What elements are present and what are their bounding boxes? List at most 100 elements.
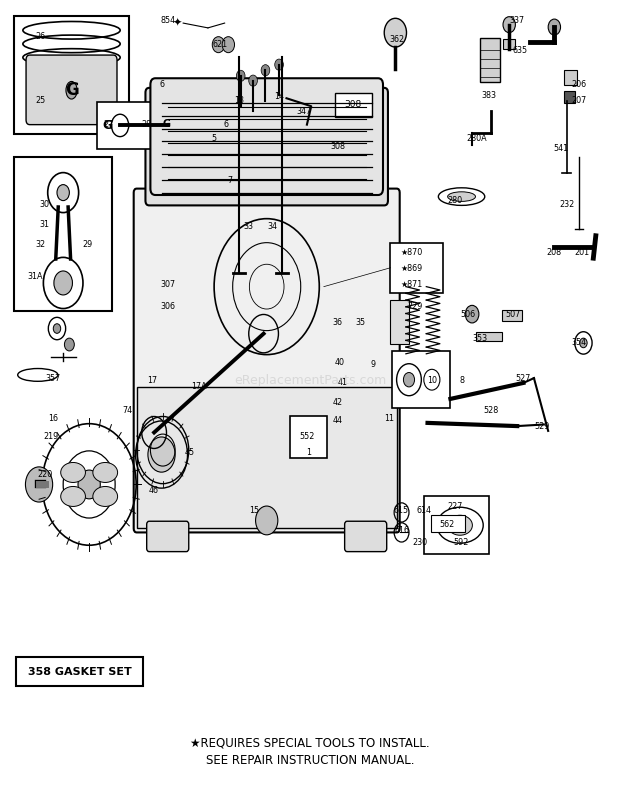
- Text: 527: 527: [516, 373, 531, 383]
- Text: 280A: 280A: [467, 134, 487, 143]
- Text: 337: 337: [510, 16, 525, 25]
- Text: 34: 34: [268, 222, 278, 231]
- Text: 33: 33: [243, 222, 253, 231]
- Text: 6: 6: [224, 120, 229, 129]
- Text: 280: 280: [448, 196, 463, 205]
- Circle shape: [64, 338, 74, 351]
- Text: eReplacementParts.com: eReplacementParts.com: [234, 374, 386, 387]
- Circle shape: [384, 18, 407, 47]
- Text: 7: 7: [227, 176, 232, 185]
- FancyBboxPatch shape: [134, 188, 400, 533]
- Text: 14: 14: [274, 92, 284, 101]
- Text: 42: 42: [333, 397, 343, 407]
- Circle shape: [78, 470, 100, 499]
- Ellipse shape: [448, 515, 472, 535]
- Text: 208: 208: [547, 248, 562, 257]
- Text: G: G: [102, 119, 113, 132]
- Text: 362: 362: [389, 34, 404, 43]
- Text: 227: 227: [448, 501, 463, 510]
- Circle shape: [25, 467, 53, 502]
- Bar: [431, 515, 464, 533]
- Text: G: G: [64, 81, 78, 99]
- Text: 354: 354: [572, 339, 587, 348]
- Text: ★870: ★870: [401, 248, 423, 257]
- Text: ★871: ★871: [401, 280, 423, 289]
- Bar: [476, 332, 502, 340]
- Text: 6: 6: [159, 80, 164, 89]
- Text: 16: 16: [48, 413, 58, 423]
- Text: 308: 308: [330, 142, 345, 151]
- Text: 232: 232: [559, 200, 574, 209]
- Text: 528: 528: [483, 405, 498, 415]
- Text: ✦: ✦: [172, 18, 182, 28]
- FancyBboxPatch shape: [151, 78, 383, 195]
- Bar: [391, 243, 443, 292]
- Ellipse shape: [448, 191, 476, 201]
- Text: 31A: 31A: [27, 272, 42, 281]
- Text: 635: 635: [513, 46, 528, 54]
- Ellipse shape: [66, 82, 77, 99]
- Circle shape: [236, 70, 245, 82]
- Text: 220: 220: [38, 469, 53, 478]
- Text: SEE REPAIR INSTRUCTION MANUAL.: SEE REPAIR INSTRUCTION MANUAL.: [206, 754, 414, 767]
- Text: 206: 206: [572, 80, 587, 89]
- Circle shape: [148, 437, 175, 472]
- Text: 307: 307: [160, 280, 175, 289]
- Text: 729: 729: [407, 302, 423, 311]
- Text: 308: 308: [345, 100, 362, 109]
- Bar: [564, 91, 575, 103]
- Text: 29: 29: [82, 240, 92, 249]
- Text: 615: 615: [394, 506, 409, 515]
- Text: 28: 28: [141, 120, 151, 129]
- Text: 614: 614: [417, 506, 432, 515]
- Text: 1: 1: [306, 448, 311, 457]
- Text: 27: 27: [104, 120, 114, 129]
- Text: ★869: ★869: [401, 264, 423, 273]
- Bar: [335, 93, 372, 117]
- Circle shape: [503, 17, 515, 33]
- Text: 306: 306: [160, 302, 175, 311]
- Ellipse shape: [61, 486, 86, 506]
- Text: 854: 854: [160, 16, 175, 25]
- Circle shape: [465, 305, 479, 323]
- Circle shape: [249, 75, 257, 87]
- Bar: [137, 388, 397, 529]
- Text: 201: 201: [575, 248, 590, 257]
- Text: 74: 74: [122, 405, 133, 415]
- Text: 383: 383: [482, 91, 497, 99]
- Text: 17: 17: [147, 376, 157, 385]
- Bar: [503, 39, 515, 49]
- Text: 506: 506: [460, 310, 476, 319]
- Text: G: G: [162, 119, 170, 129]
- Bar: [502, 310, 521, 320]
- Ellipse shape: [93, 486, 118, 506]
- Bar: [391, 300, 409, 344]
- Bar: [97, 103, 180, 149]
- Text: 41: 41: [337, 378, 347, 388]
- Text: 11: 11: [384, 413, 394, 423]
- Circle shape: [222, 37, 234, 53]
- Circle shape: [54, 271, 73, 295]
- Text: 15: 15: [249, 506, 259, 515]
- Ellipse shape: [61, 462, 86, 482]
- Text: 541: 541: [553, 144, 568, 153]
- Bar: [14, 158, 112, 311]
- Text: 207: 207: [572, 96, 587, 105]
- Text: 219: 219: [44, 432, 59, 441]
- Text: 35: 35: [356, 318, 366, 327]
- Text: 8: 8: [459, 376, 464, 385]
- Text: 36: 36: [333, 318, 343, 327]
- Text: 32: 32: [36, 240, 46, 249]
- FancyBboxPatch shape: [26, 55, 117, 125]
- Bar: [16, 657, 143, 686]
- Text: 40: 40: [335, 357, 345, 367]
- Text: 9: 9: [371, 360, 376, 369]
- Text: 45: 45: [184, 448, 195, 457]
- Bar: [425, 497, 489, 554]
- Text: 25: 25: [36, 96, 46, 105]
- Text: 44: 44: [333, 416, 343, 425]
- FancyBboxPatch shape: [345, 521, 387, 552]
- Text: ★REQUIRES SPECIAL TOOLS TO INSTALL.: ★REQUIRES SPECIAL TOOLS TO INSTALL.: [190, 736, 430, 749]
- Text: 31: 31: [39, 220, 49, 229]
- Text: 552: 552: [299, 432, 314, 441]
